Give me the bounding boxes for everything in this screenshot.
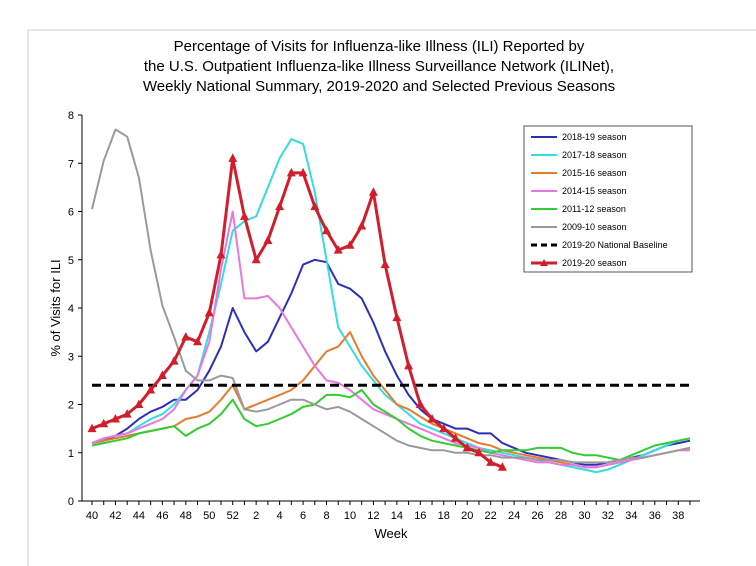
legend: 2018-19 season 2017-18 season 2015-16 seas…	[523, 125, 693, 273]
x-tick-label: 14	[391, 510, 403, 522]
x-tick-label: 22	[485, 510, 497, 522]
series-point-2019-20	[157, 370, 167, 380]
x-tick-label: 16	[414, 510, 426, 522]
series-line-2014-15-season	[91, 210, 690, 469]
legend-label: 2009-10 season	[562, 222, 627, 232]
series-point-2019-20	[228, 153, 238, 162]
y-tick-label: 0	[68, 496, 74, 508]
series-point-2019-20	[263, 235, 273, 244]
series-point-2019-20	[474, 447, 484, 457]
x-tick-label: 24	[508, 510, 520, 522]
series-point-2019-20	[357, 220, 367, 230]
series-point-2019-20	[333, 245, 343, 254]
series-point-2019-20	[392, 312, 402, 322]
legend-label: 2011-12 season	[562, 204, 626, 214]
x-tick-label: 40	[86, 510, 98, 522]
chart-title: Percentage of Visits for Influenza-like …	[143, 38, 615, 95]
x-tick-label: 42	[109, 510, 121, 522]
chart-title-line-1: Percentage of Visits for Influenza-like …	[174, 38, 585, 55]
x-axis-ticks: 40 42 44 46 48 50 52 2 4 6 8 10 12 14 16 18 20 22 24 26 28 30…	[86, 501, 691, 522]
legend-marker	[540, 259, 548, 266]
x-tick-label: 46	[156, 510, 168, 522]
y-tick-label: 1	[68, 448, 74, 460]
series-point-2019-20	[239, 211, 249, 220]
y-tick-label: 5	[68, 255, 74, 267]
y-tick-label: 7	[68, 158, 74, 170]
series-point-2019-20	[450, 433, 460, 442]
y-axis-ticks: 0 1 2 3 4 5 6 7 8	[68, 110, 82, 508]
x-tick-label: 6	[300, 510, 306, 522]
legend-label: 2014-15 season	[562, 186, 627, 196]
series-point-2019-20	[110, 413, 120, 423]
x-tick-label: 12	[367, 510, 379, 522]
series-point-2019-20	[87, 423, 97, 433]
x-tick-label: 4	[277, 510, 283, 522]
series-line-2018-19-season	[91, 258, 691, 466]
chart-title-line-3: Weekly National Summary, 2019-2020 and S…	[143, 78, 615, 95]
series-point-2019-20	[368, 187, 378, 196]
x-tick-label: 28	[555, 510, 567, 522]
series-layer	[87, 128, 692, 474]
x-tick-label: 8	[323, 510, 329, 522]
series-point-2019-20	[181, 331, 191, 341]
series-point-2019-20	[146, 385, 156, 394]
legend-label: 2018-19 season	[562, 132, 627, 142]
series-point-2019-20	[415, 399, 425, 408]
series-point-2019-20	[275, 201, 285, 211]
legend-label: 2019-20 National Baseline	[562, 240, 668, 250]
series-point-2019-20	[380, 259, 390, 269]
series-line-2011-12-season	[91, 389, 691, 461]
legend-box	[523, 125, 693, 273]
x-tick-label: 20	[461, 510, 473, 522]
x-axis-label: Week	[375, 526, 408, 541]
legend-label: 2019-20 season	[562, 258, 627, 268]
series-point-2019-20	[497, 462, 507, 471]
series-point-2019-20	[134, 399, 144, 408]
series-point-2019-20	[310, 201, 320, 211]
series-point-2019-20	[345, 240, 355, 249]
series-line-2009-10-season	[91, 128, 691, 464]
series-point-2019-20	[322, 225, 332, 235]
y-tick-label: 3	[68, 351, 74, 363]
series-point-2019-20	[193, 336, 203, 346]
y-axis-label: % of Visits for ILI	[48, 259, 63, 356]
x-tick-label: 34	[625, 510, 637, 522]
legend-label: 2017-18 season	[562, 150, 627, 160]
legend-label: 2015-16 season	[562, 168, 627, 178]
x-tick-label: 36	[649, 510, 661, 522]
y-tick-label: 8	[68, 110, 74, 122]
y-tick-label: 2	[68, 400, 74, 412]
series-point-2019-20	[216, 249, 226, 259]
series-point-2019-20	[99, 418, 109, 428]
series-point-2019-20	[204, 307, 214, 317]
x-tick-label: 30	[578, 510, 590, 522]
series-point-2019-20	[286, 167, 296, 177]
series-point-2019-20	[427, 413, 437, 423]
x-tick-label: 10	[344, 510, 356, 522]
series-point-2019-20	[298, 167, 308, 177]
y-tick-label: 4	[68, 303, 74, 315]
series-point-2019-20	[251, 254, 261, 264]
series-point-2019-20	[439, 423, 449, 433]
series-point-2019-20	[122, 409, 132, 418]
y-tick-label: 6	[68, 207, 74, 219]
chart-title-line-2: the U.S. Outpatient Influenza-like Illne…	[144, 58, 614, 75]
series-point-2019-20	[404, 360, 414, 370]
series-point-2019-20	[462, 442, 472, 452]
x-tick-label: 32	[602, 510, 614, 522]
series-point-2019-20	[486, 457, 496, 466]
x-tick-label: 2	[253, 510, 259, 522]
x-tick-label: 26	[531, 510, 543, 522]
x-tick-label: 48	[180, 510, 192, 522]
x-tick-label: 18	[438, 510, 450, 522]
x-tick-label: 38	[672, 510, 684, 522]
x-tick-label: 52	[227, 510, 239, 522]
x-tick-label: 44	[133, 510, 145, 522]
series-point-2019-20	[169, 356, 179, 365]
x-tick-label: 50	[203, 510, 215, 522]
